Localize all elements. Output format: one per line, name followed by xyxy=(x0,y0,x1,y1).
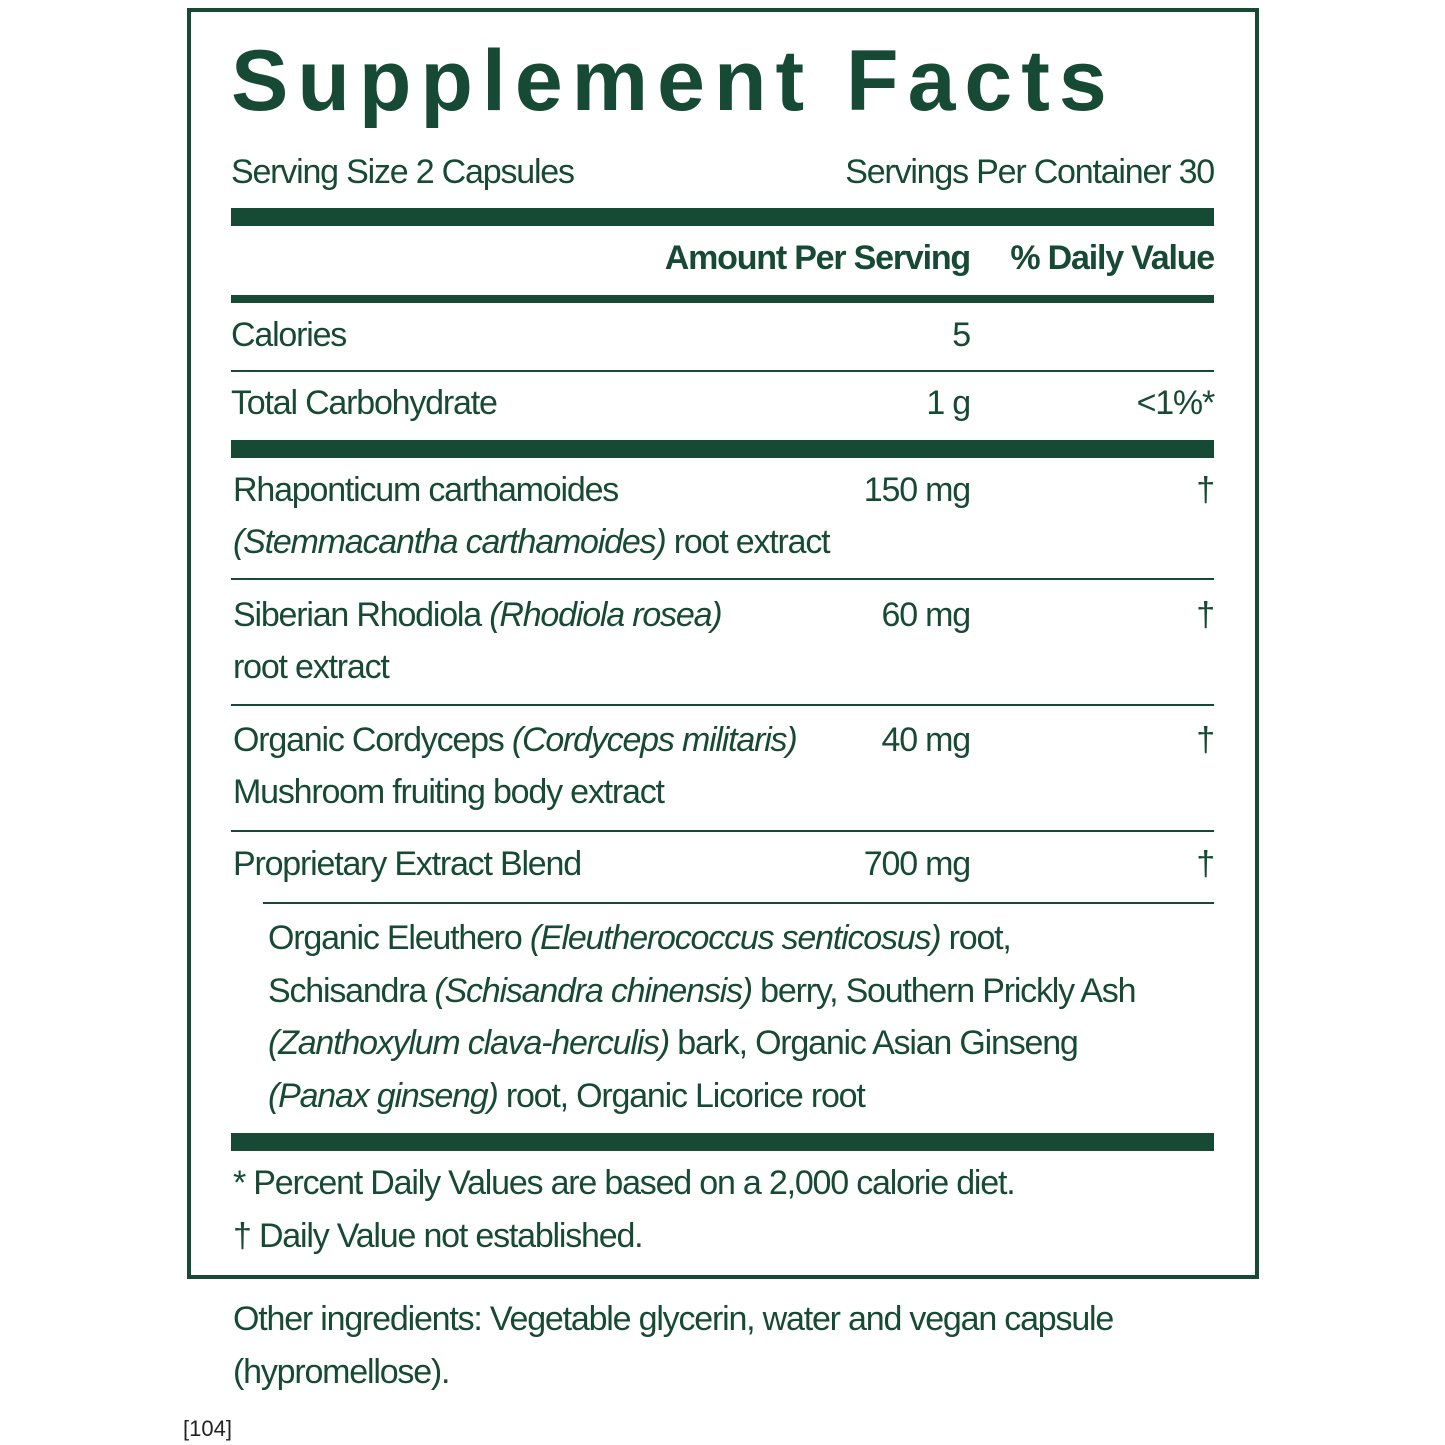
divider-thick xyxy=(231,208,1214,226)
ingredient-name-text: Siberian Rhodiola xyxy=(233,596,490,634)
ingredient-amount: 40 mg xyxy=(881,721,972,759)
ingredient-name: Rhaponticum carthamoides xyxy=(233,471,619,509)
divider-thick xyxy=(231,440,1214,458)
footnote-daily-values: * Percent Daily Values are based on a 2,… xyxy=(233,1164,1016,1202)
nutrient-dv: <1%* xyxy=(1136,384,1216,422)
ingredient-name-line2: root extract xyxy=(233,648,390,686)
divider-thick xyxy=(231,1133,1214,1151)
ingredient-name: Siberian Rhodiola (Rhodiola rosea) xyxy=(233,596,723,634)
ingredient-dv: † xyxy=(1196,471,1215,509)
ingredient-name: Organic Cordyceps (Cordyceps militaris) xyxy=(233,721,798,759)
ingredient-dv: † xyxy=(1196,721,1215,759)
ingredient-name-text: Organic Cordyceps xyxy=(233,721,512,759)
supplement-facts-panel xyxy=(187,8,1259,1279)
blend-line: (Zanthoxylum clava-herculis) bark, Organ… xyxy=(268,1024,1079,1063)
ingredient-amount: 60 mg xyxy=(881,596,972,634)
nutrient-amount: 5 xyxy=(952,316,971,354)
blend-text: berry, Southern Prickly Ash xyxy=(751,971,1136,1010)
blend-latin-name: (Panax ginseng) xyxy=(268,1077,499,1116)
ingredient-amount: 700 mg xyxy=(863,845,971,883)
blend-line: (Panax ginseng) root, Organic Licorice r… xyxy=(268,1077,866,1116)
panel-title: Supplement Facts xyxy=(231,33,1116,129)
blend-line: Organic Eleuthero (Eleutherococcus senti… xyxy=(268,919,1012,957)
divider-thin xyxy=(263,902,1214,904)
ingredient-part: root extract xyxy=(665,523,831,561)
ingredient-latin: (Stemmacantha carthamoides) xyxy=(233,523,667,561)
nutrient-amount: 1 g xyxy=(926,384,971,422)
ingredient-latin: (Cordyceps militaris) xyxy=(511,721,798,759)
serving-size: Serving Size 2 Capsules xyxy=(231,153,575,191)
divider-medium xyxy=(231,295,1214,303)
ingredient-part: Mushroom fruiting body extract xyxy=(233,773,665,811)
ingredient-name-text: Rhaponticum carthamoides xyxy=(233,471,619,509)
ingredient-name-line2: (Stemmacantha carthamoides) root extract xyxy=(233,523,831,561)
divider-thin xyxy=(231,370,1214,372)
blend-text: Organic Eleuthero xyxy=(268,919,530,957)
ingredient-name: Proprietary Extract Blend xyxy=(233,845,582,883)
other-ingredients: Other ingredients: Vegetable glycerin, w… xyxy=(233,1300,1114,1338)
ingredient-part: root extract xyxy=(233,648,390,686)
header-amount: Amount Per Serving xyxy=(664,239,971,277)
divider-thin xyxy=(231,830,1214,832)
blend-text: root, Organic Licorice root xyxy=(497,1077,866,1116)
ingredient-name-line2: Mushroom fruiting body extract xyxy=(233,773,665,811)
blend-text: Schisandra xyxy=(268,971,435,1010)
nutrient-name: Calories xyxy=(231,316,347,354)
blend-text: root, xyxy=(940,919,1012,957)
divider-thin xyxy=(231,704,1214,706)
servings-per-container: Servings Per Container 30 xyxy=(845,153,1215,191)
ingredient-dv: † xyxy=(1196,596,1215,634)
divider-thin xyxy=(231,578,1214,580)
blend-latin-name: (Zanthoxylum clava-herculis) xyxy=(268,1024,670,1063)
blend-latin-name: (Eleutherococcus senticosus) xyxy=(529,919,942,957)
other-ingredients-line2: (hypromellose). xyxy=(233,1353,451,1391)
blend-text: bark, Organic Asian Ginseng xyxy=(668,1024,1079,1063)
ingredient-dv: † xyxy=(1196,845,1215,883)
nutrient-name: Total Carbohydrate xyxy=(231,384,498,422)
ingredient-latin: (Rhodiola rosea) xyxy=(489,596,722,634)
ingredient-amount: 150 mg xyxy=(863,471,971,509)
blend-line: Schisandra (Schisandra chinensis) berry,… xyxy=(268,971,1136,1010)
header-daily-value: % Daily Value xyxy=(1010,239,1215,277)
footnote-dagger: † Daily Value not established. xyxy=(233,1217,644,1255)
label-code: [104] xyxy=(183,1416,232,1441)
blend-latin-name: (Schisandra chinensis) xyxy=(434,971,753,1010)
